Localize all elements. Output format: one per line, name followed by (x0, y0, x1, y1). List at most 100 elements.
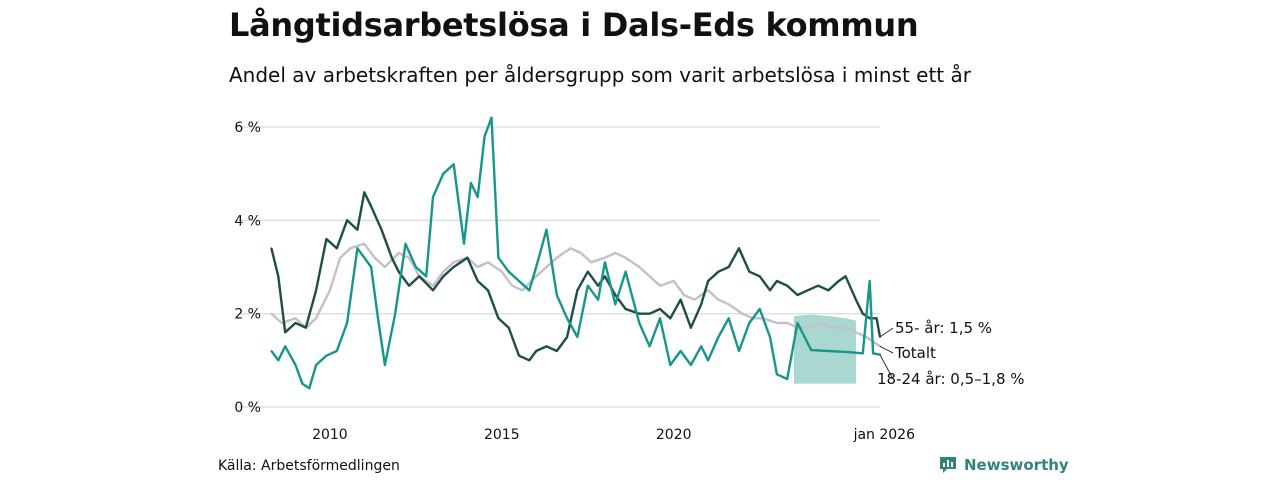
data-point (817, 284, 820, 287)
confidence-band (794, 314, 856, 384)
y-tick-label: 2 % (234, 307, 261, 323)
data-point (325, 238, 328, 240)
data-point (597, 284, 599, 287)
data-point (452, 266, 455, 268)
data-point (408, 256, 410, 259)
data-point (511, 284, 514, 287)
data-point (576, 289, 579, 292)
data-point (614, 252, 617, 254)
data-point (363, 191, 366, 194)
y-axis-ticks: 0 % 2 % 4 % 6 % (234, 120, 261, 416)
data-point (555, 350, 558, 352)
series-end-label: Totalt (894, 344, 936, 362)
data-point (769, 289, 771, 292)
data-point (693, 298, 696, 301)
data-point (535, 275, 538, 278)
data-point (528, 289, 531, 292)
data-point (518, 354, 520, 357)
data-point (679, 350, 682, 352)
data-point (830, 326, 833, 329)
data-point (442, 275, 445, 278)
x-tick-label: 2015 (484, 427, 520, 443)
data-point (507, 326, 510, 329)
data-point (476, 196, 479, 198)
data-point (432, 284, 434, 287)
data-point (315, 289, 318, 292)
brand-logo: Newsworthy (938, 455, 1069, 475)
data-point (827, 350, 830, 352)
data-point (738, 247, 740, 250)
data-point (872, 352, 875, 355)
data-point (786, 378, 789, 380)
data-point (294, 317, 297, 320)
data-point (373, 256, 376, 259)
data-point (638, 322, 641, 324)
data-point (277, 359, 280, 362)
series-layer (270, 116, 882, 390)
data-point (315, 364, 318, 366)
data-point (717, 336, 720, 338)
data-point (383, 364, 386, 366)
data-point (490, 116, 493, 119)
data-point (555, 294, 558, 296)
data-point (408, 284, 410, 287)
data-point (363, 256, 366, 259)
data-point (700, 303, 703, 306)
data-point (868, 317, 871, 320)
x-tick-label: 2020 (656, 427, 692, 443)
data-point (837, 280, 840, 282)
data-point (707, 280, 709, 282)
data-point (586, 284, 589, 287)
data-point (432, 289, 434, 292)
data-point (497, 256, 500, 259)
data-point (555, 256, 558, 259)
series-end-label: 18-24 år: 0,5–1,8 % (877, 370, 1025, 388)
data-point (727, 317, 730, 320)
data-point (270, 247, 273, 250)
data-point (335, 350, 338, 352)
data-point (339, 256, 342, 259)
data-point (370, 266, 373, 268)
label-leader-line (879, 345, 894, 354)
data-point (590, 261, 593, 264)
data-point (566, 336, 569, 338)
data-point (535, 266, 538, 268)
newsworthy-logo-icon (940, 457, 956, 473)
data-point (820, 322, 823, 324)
data-point (624, 308, 627, 310)
data-point (683, 294, 685, 296)
series-line (270, 191, 882, 362)
data-point (397, 270, 400, 273)
data-point (469, 182, 472, 184)
series-line (270, 116, 881, 390)
data-point (865, 336, 868, 338)
data-point (659, 308, 661, 310)
data-point (810, 326, 813, 329)
data-point (796, 294, 799, 296)
data-point (500, 270, 503, 273)
data-point (397, 252, 400, 254)
data-point (861, 352, 864, 355)
x-tick-label: 2010 (312, 427, 348, 443)
data-point (748, 322, 751, 324)
y-tick-label: 0 % (234, 400, 261, 416)
data-point (425, 275, 428, 278)
data-point (717, 298, 720, 301)
data-point (414, 266, 417, 268)
data-point (335, 247, 338, 250)
data-point (535, 350, 538, 352)
data-point (648, 345, 651, 348)
data-point (325, 354, 328, 357)
data-point (377, 317, 379, 320)
data-point (638, 312, 641, 315)
data-point (452, 163, 455, 166)
data-point (758, 275, 761, 278)
data-point (442, 270, 445, 273)
data-point (775, 280, 778, 282)
data-point (604, 256, 606, 259)
y-tick-label: 6 % (234, 120, 261, 136)
data-point (304, 326, 307, 329)
data-point (868, 280, 871, 282)
data-point (689, 326, 692, 329)
data-point (277, 275, 280, 278)
